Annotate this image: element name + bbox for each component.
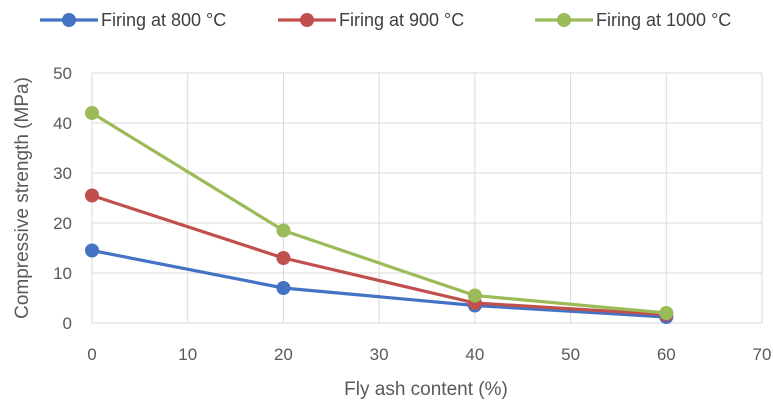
- y-tick-label: 0: [63, 314, 72, 333]
- legend-label: Firing at 800 °C: [101, 10, 226, 30]
- series-line: [91, 193, 667, 317]
- x-tick-label: 60: [657, 345, 676, 364]
- y-tick-label: 10: [53, 264, 72, 283]
- legend-label: Firing at 1000 °C: [596, 10, 731, 30]
- y-tick-label: 40: [53, 114, 72, 133]
- x-tick-label: 70: [753, 345, 772, 364]
- y-tick-label: 30: [53, 164, 72, 183]
- x-tick-label: 20: [274, 345, 293, 364]
- data-point: [467, 288, 482, 303]
- series-3: [85, 106, 674, 320]
- data-point: [85, 188, 99, 203]
- x-tick-label: 30: [370, 345, 389, 364]
- y-axis-label: Compressive strength (MPa): [12, 77, 33, 319]
- legend-swatch-marker: [62, 13, 76, 27]
- x-tick-label: 0: [87, 345, 96, 364]
- data-point: [276, 251, 291, 265]
- data-point: [276, 281, 291, 295]
- series-lines: [85, 106, 674, 324]
- x-tick-label: 50: [561, 345, 580, 364]
- data-point: [659, 306, 674, 320]
- y-tick-label: 20: [53, 214, 72, 233]
- legend-item: Firing at 900 °C: [278, 10, 464, 30]
- legend-label: Firing at 900 °C: [339, 10, 464, 30]
- data-point: [85, 106, 99, 120]
- series-line: [91, 248, 667, 319]
- y-axis-ticks: 0 10 20 30 40 50: [53, 64, 72, 333]
- legend-swatch-marker: [300, 13, 314, 27]
- x-axis-ticks: 0 10 20 30 40 50 60 70: [87, 345, 771, 364]
- data-point: [85, 243, 99, 258]
- x-axis-label: Fly ash content (%): [344, 379, 508, 400]
- legend: Firing at 800 °C Firing at 900 °C Firing a…: [40, 10, 731, 30]
- gridlines: [91, 72, 763, 324]
- legend-item: Firing at 1000 °C: [535, 10, 731, 30]
- series-line: [91, 111, 667, 315]
- data-point: [276, 223, 291, 238]
- x-tick-label: 10: [178, 345, 197, 364]
- x-tick-label: 40: [465, 345, 484, 364]
- legend-swatch-marker: [557, 13, 571, 27]
- y-tick-label: 50: [53, 64, 72, 83]
- legend-item: Firing at 800 °C: [40, 10, 226, 30]
